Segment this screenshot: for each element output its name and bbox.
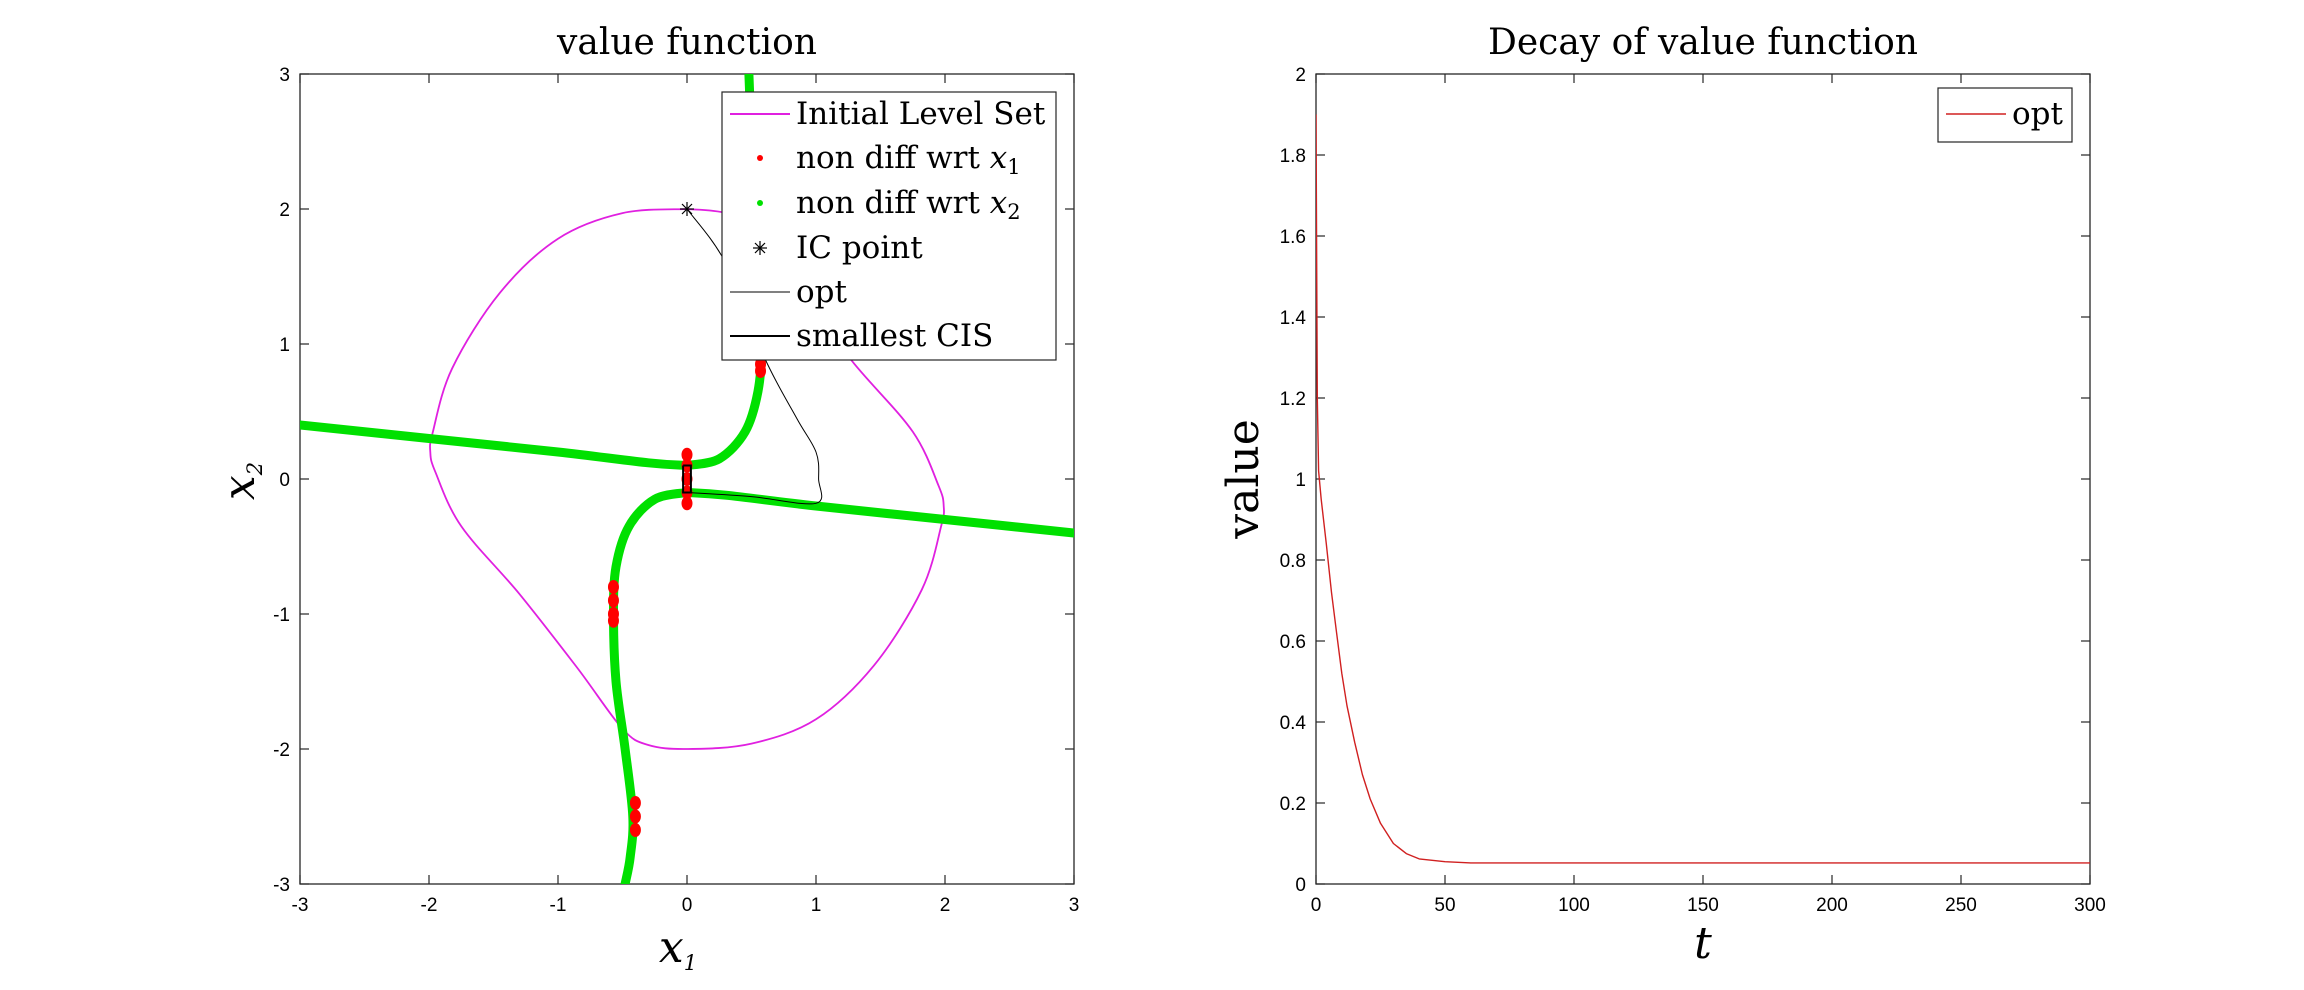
legend-label-math: x xyxy=(990,140,1008,176)
point-non-diff-x1 xyxy=(629,796,641,810)
y-tick-label: -2 xyxy=(273,740,290,761)
y-tick-label: 1.4 xyxy=(1280,308,1307,329)
legend-swatch-dot xyxy=(757,155,763,161)
y-tick-label: 0 xyxy=(279,470,290,491)
x-axis-label-text: x xyxy=(659,922,684,973)
x-tick-label: 150 xyxy=(1687,895,1719,916)
y-tick-label: 1.2 xyxy=(1280,389,1306,410)
y-tick-label: 1.6 xyxy=(1280,227,1306,248)
legend-box xyxy=(1937,87,2073,143)
series-smallest-cis xyxy=(682,464,692,494)
legend-label-text: non diff wrt xyxy=(796,185,990,221)
legend-label: IC point xyxy=(796,230,923,266)
x-axis-label: t xyxy=(1694,918,1712,969)
svg-text:x1: x1 xyxy=(659,922,697,975)
legend-swatch-star xyxy=(753,241,767,255)
chart-title: Decay of value function xyxy=(1488,22,1918,63)
x-tick-label: 100 xyxy=(1558,895,1590,916)
x-tick-label: 0 xyxy=(682,895,693,916)
x-tick-label: -1 xyxy=(550,895,567,916)
point-non-diff-x1 xyxy=(681,447,693,462)
y-axis-label-subscript: 2 xyxy=(243,462,267,476)
y-tick-label: 3 xyxy=(279,65,290,86)
decay-chart: Decay of value function 0 50 100 150 200 250 3… xyxy=(1218,22,2106,969)
legend-box xyxy=(721,91,1057,361)
y-tick-label: -3 xyxy=(273,875,290,896)
legend-label: smallest CIS xyxy=(796,318,993,354)
legend-label-math: x xyxy=(990,185,1008,221)
plot-area xyxy=(1315,73,2091,885)
legend-label: opt xyxy=(2012,96,2064,132)
x-axis-label-subscript: 1 xyxy=(684,951,697,975)
legend-label: non diff wrt x2 xyxy=(796,185,1021,224)
point-non-diff-x1 xyxy=(607,613,619,628)
x-tick-label: 300 xyxy=(2074,895,2106,916)
x-tick-label: 200 xyxy=(1816,895,1848,916)
legend-label-subscript: 1 xyxy=(1007,155,1020,179)
legend-entry: smallest CIS xyxy=(730,318,993,354)
x-tick-label: 50 xyxy=(1434,895,1455,916)
y-tick-label: 1 xyxy=(1295,470,1306,491)
x-axis-label: x1 xyxy=(659,922,697,975)
series-non-diff-x2 xyxy=(609,488,692,884)
series-non-diff-x2 xyxy=(300,420,692,470)
y-tick-label: 0.4 xyxy=(1280,713,1307,734)
y-tick-label: 1 xyxy=(279,335,290,356)
x-tick-label: 3 xyxy=(1069,895,1080,916)
x-tick-label: -3 xyxy=(292,895,309,916)
legend: opt xyxy=(1937,87,2073,143)
x-tick-label: 1 xyxy=(811,895,822,916)
x-tick-label: -2 xyxy=(421,895,438,916)
point-non-diff-x1 xyxy=(681,472,693,486)
y-axis-label-text: value xyxy=(1218,419,1269,540)
point-non-diff-x1 xyxy=(681,496,693,511)
y-tick-label: 0.6 xyxy=(1280,632,1306,653)
y-axis-label: value xyxy=(1218,419,1269,540)
legend-label-text: non diff wrt xyxy=(796,140,990,176)
legend: Initial Level Set non diff wrt x1 non di… xyxy=(721,91,1057,361)
point-non-diff-x1 xyxy=(607,593,619,608)
point-non-diff-x1 xyxy=(629,809,641,824)
y-tick-label: 2 xyxy=(1295,65,1306,86)
series-initial-level-set xyxy=(429,208,945,750)
legend-label: non diff wrt x1 xyxy=(796,140,1021,179)
chart-title: value function xyxy=(556,22,817,63)
point-non-diff-x1 xyxy=(755,357,767,372)
legend-entry: non diff wrt x1 xyxy=(757,140,1021,179)
legend-label-subscript: 2 xyxy=(1007,200,1020,224)
y-tick-label: 1.8 xyxy=(1280,146,1306,167)
x-tick-label: 250 xyxy=(1945,895,1977,916)
legend-label: Initial Level Set xyxy=(796,96,1046,132)
x-tick-label: 0 xyxy=(1311,895,1322,916)
y-tick-label: 0.2 xyxy=(1280,794,1306,815)
legend-label: opt xyxy=(796,274,848,310)
x-tick-label: 2 xyxy=(940,895,951,916)
legend-entry: non diff wrt x2 xyxy=(757,185,1021,224)
ic-point xyxy=(680,202,694,216)
legend-entry: IC point xyxy=(753,230,923,266)
legend-entry: opt xyxy=(730,274,848,310)
y-tick-label: 2 xyxy=(279,200,290,221)
legend-swatch-dot xyxy=(757,200,763,206)
point-non-diff-x1 xyxy=(607,580,619,594)
point-non-diff-x1 xyxy=(629,823,641,837)
legend-entry: Initial Level Set xyxy=(730,96,1046,132)
y-tick-label: -1 xyxy=(273,605,290,626)
y-axis-label-text: x xyxy=(214,475,265,500)
svg-text:x2: x2 xyxy=(214,462,267,500)
y-tick-label: 0.8 xyxy=(1280,551,1306,572)
y-axis-label: x2 xyxy=(214,462,267,500)
series-opt xyxy=(1316,114,2090,864)
y-tick-label: 0 xyxy=(1295,875,1306,896)
